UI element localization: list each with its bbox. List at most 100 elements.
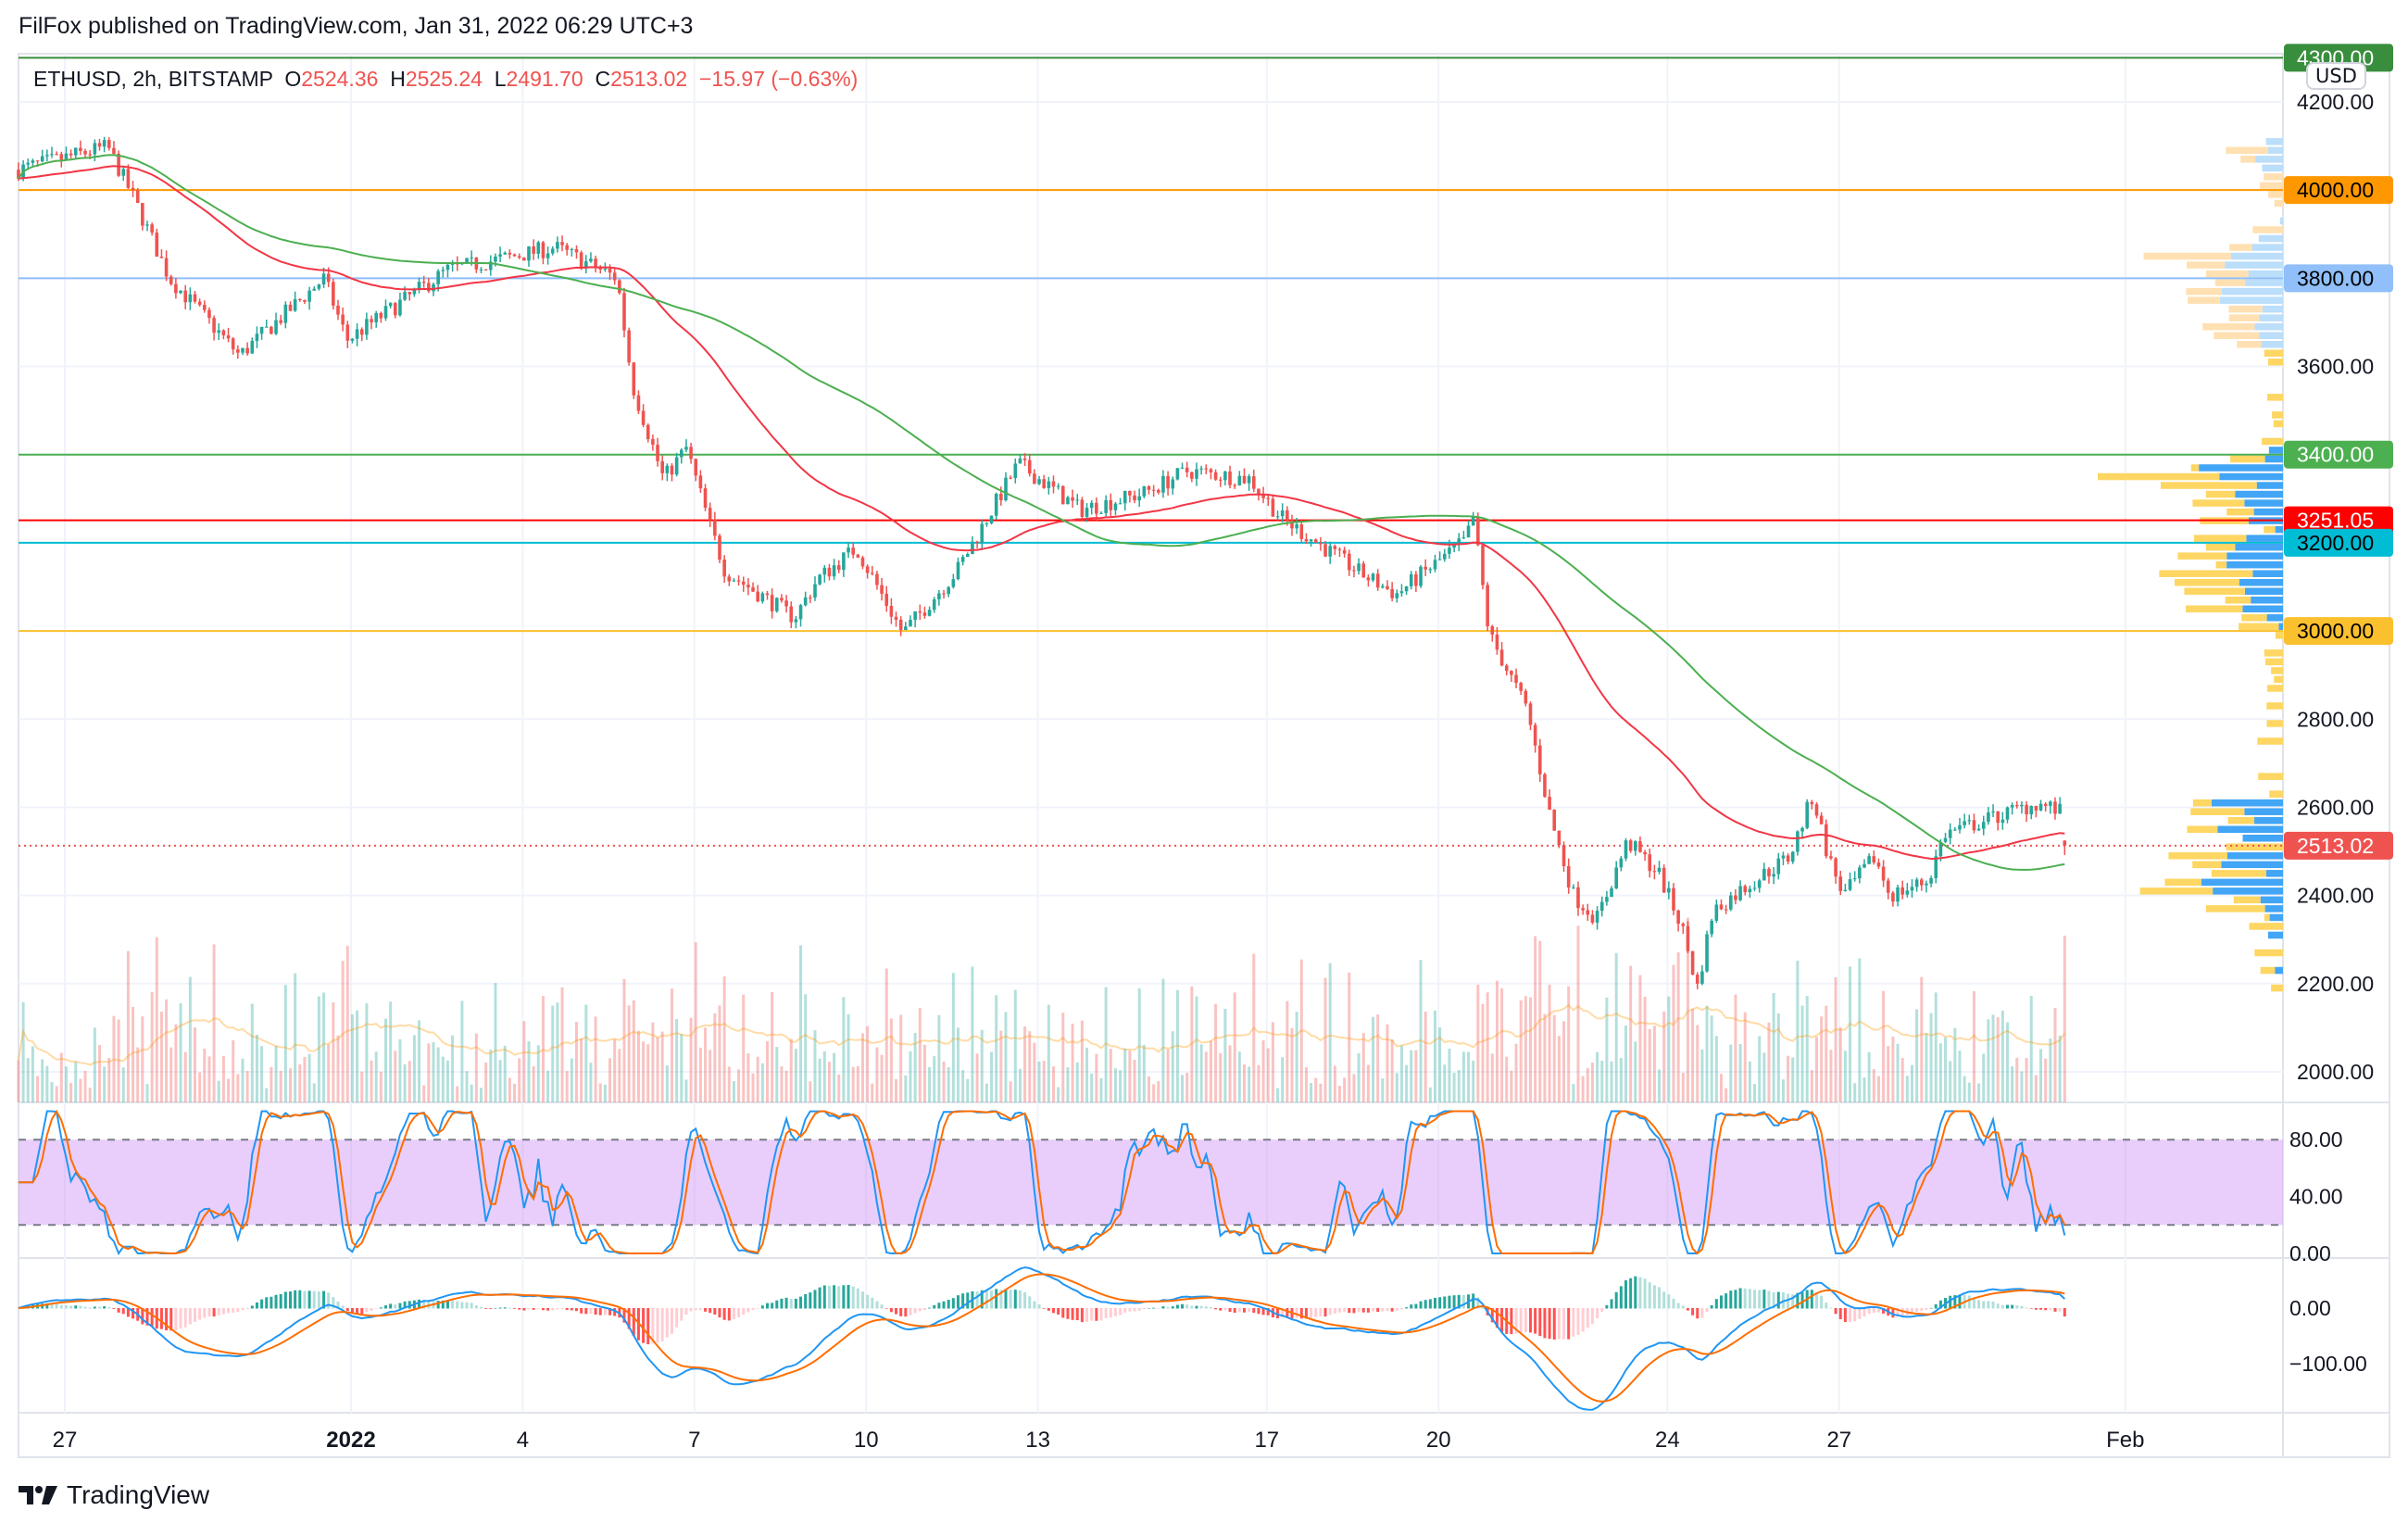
volume-bar [221,1055,225,1102]
macd-histogram-bar [1590,1308,1594,1325]
macd-histogram-bar [1299,1308,1303,1319]
volume-bar [942,1061,946,1102]
volume-bar [871,1083,874,1102]
candle-body [207,309,211,319]
candle-body [789,606,794,623]
macd-histogram-bar [1047,1308,1050,1311]
macd-histogram-bar [336,1301,340,1309]
candle-body [488,261,493,271]
candle-body [1681,924,1686,926]
close-value: 2513.02 [610,67,688,91]
macd-histogram-bar [875,1301,879,1309]
candle-body [1185,467,1189,472]
volume-bar [169,1047,173,1102]
candle-body [1848,879,1852,890]
macd-histogram-bar [1181,1303,1185,1309]
volume-bar [775,1047,779,1102]
volume-bar [1195,996,1198,1102]
candle-body [1533,724,1537,746]
macd-histogram-bar [1314,1308,1318,1317]
candle-body [975,541,979,543]
candle-body [1772,874,1775,877]
volume-bar [618,1049,621,1102]
volume-bar [1467,1051,1471,1102]
volume-bar [188,976,192,1102]
candle-body [1867,856,1871,864]
candle-body [1180,467,1185,469]
stoch-rsi-pane[interactable] [18,1109,2283,1256]
volume-bar [1457,1070,1461,1102]
macd-histogram-bar [574,1308,578,1312]
volume-bar [2044,1058,2048,1102]
macd-histogram-bar [837,1286,841,1309]
macd-histogram-bar [1910,1308,1913,1315]
volume-bar [203,1049,207,1102]
candle-body [1404,585,1409,592]
macd-histogram-bar [889,1308,893,1313]
candle-body [1395,593,1399,598]
candle-body [798,605,803,620]
volume-bar [594,1016,597,1102]
volume-bar [345,945,349,1102]
volume-bar [36,1076,40,1102]
volume-bar [771,992,774,1102]
symbol-name[interactable]: ETHUSD, 2h, BITSTAMP [33,67,273,91]
candle-body [231,338,235,350]
volume-bar [183,1051,187,1102]
macd-histogram-bar [374,1308,378,1309]
volume-bar [1691,1008,1695,1102]
candle-body [1872,856,1876,863]
macd-histogram-bar [1037,1304,1041,1309]
macd-histogram-bar [1195,1305,1198,1309]
volume-bar [646,1044,650,1102]
volume-bar [341,961,345,1102]
volume-bar [1175,989,1179,1102]
candles[interactable] [17,136,2067,989]
candle-body [398,299,402,316]
volume-bar [1461,1051,1465,1102]
volume-bar [722,975,726,1102]
currency-button[interactable]: USD [2306,62,2366,90]
candle-body [784,600,788,607]
candle-body [574,248,579,253]
macd-histogram-bar [1372,1308,1375,1312]
candle-body [512,254,517,257]
macd-histogram-bar [527,1308,531,1310]
volume-bar [288,1068,292,1102]
candle-body [1667,887,1671,893]
volume-profile-bar-down [2184,587,2245,596]
macd-histogram-bar [895,1308,898,1315]
macd-histogram-bar [1787,1293,1790,1309]
tradingview-logo[interactable]: TradingView [19,1480,209,1510]
macd-histogram-bar [1033,1301,1036,1309]
candle-body [971,541,974,555]
candle-body [579,252,583,269]
macd-histogram-bar [899,1308,903,1316]
macd-pane[interactable] [17,1266,2066,1411]
macd-histogram-bar [1004,1289,1008,1309]
macd-histogram-bar [1042,1308,1046,1309]
level-lines[interactable] [19,57,2283,847]
volume-bar [632,1000,635,1102]
candle-body [2063,840,2067,846]
macd-histogram-bar [1867,1308,1871,1315]
volume-bar [1700,1049,1704,1102]
price-label-3000.00: 3000.00 [2297,619,2374,643]
macd-histogram-bar [1109,1308,1112,1318]
volume-profile-bar-down [2260,966,2276,975]
volume-bar [217,1080,220,1102]
macd-histogram-bar [2034,1308,2038,1310]
volume-bar [698,1047,702,1102]
candle-body [1858,867,1862,879]
volume-bar [1724,1088,1728,1102]
candle-body [197,301,202,306]
volume-bar [298,1064,302,1102]
candle-body [560,242,564,245]
candle-body [1095,502,1098,514]
volume-profile-bar-up [2251,597,2283,604]
volume-profile-bar-up [2226,560,2283,569]
macd-histogram-bar [307,1290,311,1309]
volume-bar [565,1071,569,1102]
volume-bar [584,1004,588,1102]
